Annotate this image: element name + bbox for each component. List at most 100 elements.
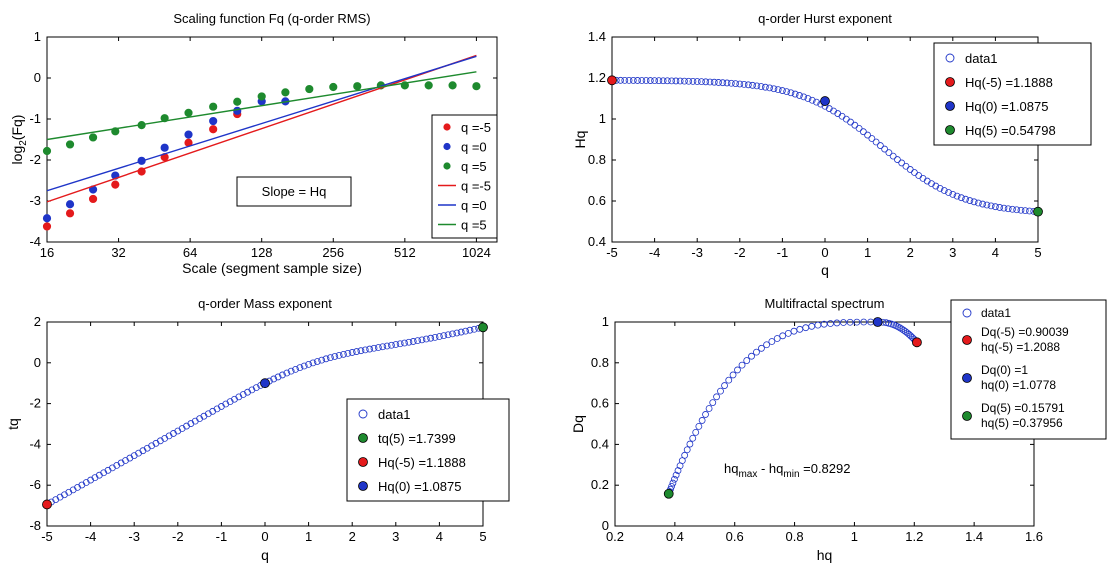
data-point (424, 81, 433, 90)
data-point (396, 340, 404, 348)
annotation-part: max (738, 469, 757, 480)
x-axis-label: q (261, 547, 269, 563)
y-tick-label: 0.8 (591, 355, 609, 370)
data-point (252, 384, 260, 392)
data-point (911, 169, 918, 176)
data-point (621, 76, 629, 84)
data-point (634, 77, 641, 84)
data-point (940, 187, 948, 194)
legend-marker-swatch (945, 101, 955, 111)
data-point (685, 77, 693, 85)
data-point (388, 341, 395, 349)
data-point (740, 80, 748, 88)
legend-label: Hq(5) =0.54798 (965, 123, 1056, 138)
x-tick-label: 1 (864, 245, 871, 260)
legend-marker-swatch (962, 411, 972, 421)
data-point (992, 203, 999, 211)
data-point (279, 371, 286, 379)
legend-marker-swatch (962, 335, 972, 345)
y-tick-label: 1 (34, 29, 41, 44)
plot-frame (46, 36, 498, 243)
data-point (729, 371, 737, 379)
legend-marker-swatch (945, 53, 955, 63)
y-tick-label: 1 (602, 314, 609, 329)
data-point (669, 479, 677, 487)
data-point (418, 336, 426, 344)
data-point (625, 76, 633, 84)
legend-marker-swatch (945, 77, 955, 87)
data-point (629, 77, 637, 84)
data-point (838, 112, 846, 120)
data-point (800, 93, 808, 101)
data-point (322, 355, 330, 363)
y-axis-label: Dq (570, 415, 586, 433)
x-tick-label: -2 (172, 529, 184, 544)
legend-box (431, 114, 498, 239)
y-tick-label: 1.4 (588, 29, 606, 44)
data-point (889, 152, 897, 160)
legend-label: Hq(-5) =1.1888 (378, 455, 466, 470)
data-point (414, 337, 422, 345)
data-point (292, 365, 299, 373)
data-point (305, 84, 314, 94)
data-point (686, 440, 694, 448)
y-tick-label: -3 (29, 193, 41, 208)
data-point (881, 145, 889, 153)
data-point (698, 78, 705, 86)
data-point (761, 83, 769, 91)
legend-marker-swatch (443, 142, 451, 151)
legend-label: tq(5) =1.7399 (378, 431, 456, 446)
data-point (853, 318, 861, 326)
data-point (763, 341, 770, 349)
x-axis-label: Scale (segment sample size) (182, 260, 362, 276)
data-point (348, 349, 356, 356)
data-point (768, 338, 776, 345)
data-point (705, 405, 713, 412)
x-tick-label: -1 (777, 245, 789, 260)
data-point (257, 92, 266, 101)
data-point (757, 83, 765, 90)
data-point (287, 367, 295, 375)
x-tick-label: 1.4 (965, 529, 983, 544)
data-point (65, 209, 75, 218)
annotation-box (236, 176, 352, 207)
data-point (713, 393, 720, 401)
data-point (663, 77, 671, 85)
annotation-part: min (783, 469, 799, 480)
data-point (88, 194, 98, 204)
x-tick-label: 1.2 (905, 529, 923, 544)
data-point (693, 78, 701, 85)
x-tick-label: 3 (392, 529, 399, 544)
fit-line-3 (47, 54, 477, 203)
data-point (847, 118, 854, 126)
y-tick-label: -4 (29, 436, 41, 451)
data-point (160, 143, 169, 152)
slope-annotation: Slope = Hq (262, 184, 327, 199)
data-point (318, 356, 326, 364)
data-point (233, 106, 242, 115)
y-axis-label-tail: (Fq) (9, 115, 25, 141)
data-point (235, 393, 243, 401)
data-point (851, 121, 859, 129)
data-point (409, 338, 417, 345)
data-point (1017, 206, 1025, 214)
data-point (770, 85, 778, 93)
data-point (804, 95, 812, 102)
legend-label: q =-5 (461, 120, 491, 135)
data-point (281, 88, 290, 97)
y-tick-label: 2 (34, 314, 41, 329)
chart-title: Scaling function Fq (q-order RMS) (173, 11, 370, 26)
y-tick-label: 0.6 (588, 193, 606, 208)
y-tick-label: 0 (602, 518, 609, 533)
data-point (655, 77, 663, 85)
data-point (651, 77, 658, 85)
x-tick-label: 0.6 (726, 529, 744, 544)
data-point (326, 354, 334, 362)
data-point (42, 146, 52, 156)
y-tick-label: 0.4 (588, 234, 606, 249)
legend-marker-swatch (358, 433, 368, 443)
x-tick-label: 0 (261, 529, 268, 544)
x-tick-label: -3 (128, 529, 140, 544)
data-point (111, 180, 120, 189)
